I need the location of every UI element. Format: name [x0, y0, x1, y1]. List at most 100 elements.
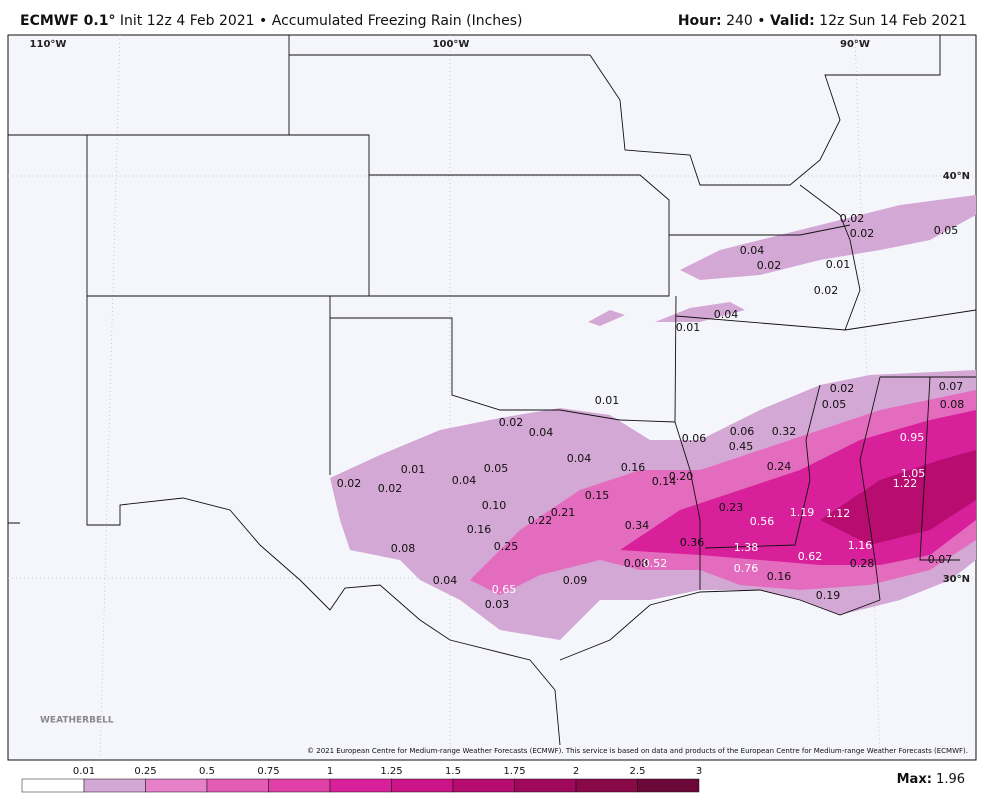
value-label: 0.95: [900, 431, 925, 444]
max-value: 1.96: [936, 772, 965, 787]
colorbar-label: 1.25: [380, 766, 402, 777]
hour-label: Hour:: [678, 13, 722, 29]
value-label: 0.10: [482, 499, 507, 512]
grid-label: 100°W: [433, 39, 470, 50]
value-label: 0.05: [822, 398, 847, 411]
description: Init 12z 4 Feb 2021 • Accumulated Freezi…: [120, 13, 523, 29]
value-label: 0.06: [730, 425, 755, 438]
value-label: 0.08: [940, 398, 965, 411]
colorbar-swatch: [452, 778, 515, 793]
value-label: 0.08: [391, 542, 416, 555]
colorbar-swatch: [329, 778, 392, 793]
colorbar-swatch: [575, 778, 638, 793]
colorbar-swatch: [21, 778, 85, 793]
value-label: 0.45: [729, 440, 754, 453]
value-label: 1.22: [893, 477, 918, 490]
value-label: 0.06: [682, 432, 707, 445]
value-label: 0.36: [680, 536, 705, 549]
colorbar-swatch: [637, 778, 700, 793]
model: ECMWF 0.1°: [20, 13, 115, 29]
colorbar-label: 1.75: [503, 766, 525, 777]
map: 0.02 0.02 0.05 0.04 0.02 0.01 0.02 0.04 0.01 0.01…: [7, 34, 977, 761]
value-label: 0.04: [529, 426, 554, 439]
value-label: 0.76: [734, 562, 759, 575]
value-label: 0.07: [928, 553, 953, 566]
logo: WEATHERBELL: [40, 716, 114, 726]
value-labels: 0.02 0.02 0.05 0.04 0.02 0.01 0.02 0.04 0.01 0.01…: [337, 212, 965, 611]
value-label: 0.02: [814, 284, 839, 297]
value-label: 0.04: [433, 574, 458, 587]
value-label: 0.21: [551, 506, 576, 519]
colorbar-label: 0.25: [134, 766, 156, 777]
value-label: 0.14: [652, 475, 677, 488]
value-label: 0.20: [669, 470, 694, 483]
value-label: 0.02: [830, 382, 855, 395]
value-label: 0.03: [485, 598, 510, 611]
value-label: 0.02: [850, 227, 875, 240]
colorbar-swatch: [83, 778, 146, 793]
hour-value: 240: [726, 13, 753, 29]
value-label: 0.01: [676, 321, 701, 334]
value-label: 0.02: [378, 482, 403, 495]
value-label: 0.05: [934, 224, 959, 237]
colorbar: 0.01 0.25 0.5 0.75 1 1.25 1.5 1.75 2 2.5 3: [21, 766, 702, 793]
colorbar-swatch: [514, 778, 577, 793]
grid-label: 40°N: [943, 171, 970, 182]
value-label: 0.01: [401, 463, 426, 476]
value-label: 0.01: [595, 394, 620, 407]
colorbar-swatch: [391, 778, 454, 793]
header-right: Hour: 240 • Valid: 12z Sun 14 Feb 2021: [678, 13, 967, 29]
value-label: 0.02: [337, 477, 362, 490]
valid-value: 12z Sun 14 Feb 2021: [819, 13, 967, 29]
value-label: 1.38: [734, 541, 759, 554]
header-left: ECMWF 0.1° Init 12z 4 Feb 2021 • Accumul…: [20, 13, 523, 29]
value-label: 0.09: [563, 574, 588, 587]
value-label: 0.04: [714, 308, 739, 321]
value-label: 1.19: [790, 506, 815, 519]
value-label: 0.19: [816, 589, 841, 602]
value-label: 1.16: [848, 539, 873, 552]
value-label: 0.02: [757, 259, 782, 272]
value-label: 0.16: [467, 523, 492, 536]
value-label: 0.23: [719, 501, 744, 514]
colorbar-swatch: [206, 778, 269, 793]
value-label: 0.34: [625, 519, 650, 532]
value-label: 0.56: [750, 515, 775, 528]
value-label: 0.28: [850, 557, 875, 570]
separator: •: [757, 13, 765, 29]
colorbar-label: 1: [327, 766, 333, 777]
precip-extreme: [820, 450, 976, 545]
value-label: 0.52: [643, 557, 668, 570]
colorbar-swatch: [268, 778, 331, 793]
state-borders: [8, 35, 977, 746]
value-label: 0.62: [798, 550, 823, 563]
value-label: 0.07: [939, 380, 964, 393]
value-label: 0.04: [740, 244, 765, 257]
value-label: 0.65: [492, 583, 517, 596]
value-label: 0.01: [826, 258, 851, 271]
value-label: 1.12: [826, 507, 851, 520]
colorbar-label: 1.5: [445, 766, 461, 777]
max-label: Max:: [897, 772, 932, 787]
value-label: 0.15: [585, 489, 610, 502]
colorbar-label: 3: [696, 766, 702, 777]
copyright: © 2021 European Centre for Medium-range …: [307, 747, 968, 755]
value-label: 0.22: [528, 514, 553, 527]
colorbar-label: 2: [573, 766, 579, 777]
colorbar-label: 0.01: [73, 766, 95, 777]
value-label: 0.05: [484, 462, 509, 475]
value-label: 0.08: [624, 557, 649, 570]
value-label: 0.16: [767, 570, 792, 583]
value-label: 0.02: [499, 416, 524, 429]
value-label: 1.05: [901, 467, 926, 480]
value-label: 0.02: [840, 212, 865, 225]
value-label: 0.04: [452, 474, 477, 487]
colorbar-swatch: [145, 778, 208, 793]
value-label: 0.16: [621, 461, 646, 474]
colorbar-label: 2.5: [630, 766, 646, 777]
grid-label: 30°N: [943, 574, 970, 585]
colorbar-label: 0.5: [199, 766, 215, 777]
value-label: 0.25: [494, 540, 519, 553]
grid-label: 90°W: [840, 39, 870, 50]
